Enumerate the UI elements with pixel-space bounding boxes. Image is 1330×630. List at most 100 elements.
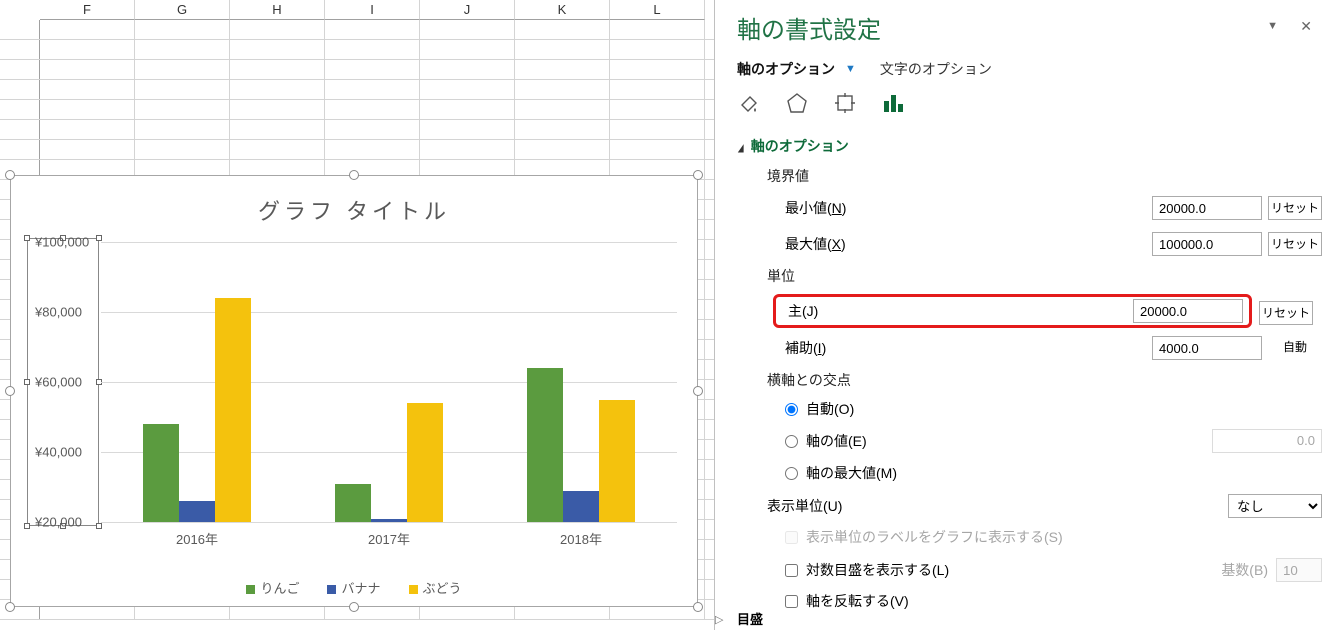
bar-group[interactable] xyxy=(293,242,485,522)
radio-auto[interactable] xyxy=(785,403,798,416)
resize-handle[interactable] xyxy=(693,170,703,180)
legend-item[interactable]: ぶどう xyxy=(409,578,462,597)
display-unit-sub-label: 表示単位のラベルをグラフに表示する(S) xyxy=(806,527,1063,547)
column-header[interactable]: J xyxy=(420,0,515,20)
display-unit-row: 表示単位(U) なし xyxy=(767,494,1322,518)
x-axis-label: 2016年 xyxy=(101,529,293,548)
axis-options-icon[interactable] xyxy=(881,91,905,118)
section-tick-marks[interactable]: 目盛 xyxy=(737,609,763,628)
format-axis-pane: 軸の書式設定 ▼ ✕ 軸のオプション ▼ 文字のオプション 軸のオプション 境界… xyxy=(715,0,1330,630)
display-unit-select[interactable]: なし xyxy=(1228,494,1322,518)
chevron-down-icon[interactable]: ▼ xyxy=(845,63,856,75)
min-label: 最小値(N) xyxy=(785,198,846,218)
max-row: 最大値(X) リセット xyxy=(785,230,1322,258)
size-properties-icon[interactable] xyxy=(833,91,857,118)
column-header[interactable]: F xyxy=(40,0,135,20)
column-header[interactable]: G xyxy=(135,0,230,20)
radio-axis-max[interactable] xyxy=(785,467,798,480)
bar[interactable] xyxy=(563,491,599,523)
format-category-icons xyxy=(737,91,1322,118)
y-axis-label: ¥100,000 xyxy=(35,235,89,250)
major-unit-row: 主(J) リセット xyxy=(773,294,1252,328)
reverse-axis-row: 軸を反転する(V) xyxy=(785,590,1322,612)
column-header[interactable]: K xyxy=(515,0,610,20)
major-unit-input[interactable] xyxy=(1133,299,1243,323)
reset-button[interactable]: リセット xyxy=(1268,196,1322,220)
bar-group[interactable] xyxy=(485,242,677,522)
legend-item[interactable]: りんご xyxy=(246,578,299,597)
spreadsheet-area: FGHIJKL グラフ タイトル ¥100,000¥80,000¥60,000¥… xyxy=(0,0,715,630)
section-axis-options[interactable]: 軸のオプション xyxy=(737,136,1322,156)
resize-handle[interactable] xyxy=(693,386,703,396)
reset-button[interactable]: リセット xyxy=(1268,232,1322,256)
display-unit-label: 表示単位(U) xyxy=(767,496,842,516)
log-scale-row: 対数目盛を表示する(L) 基数(B) xyxy=(767,558,1322,582)
log-scale-label: 対数目盛を表示する(L) xyxy=(806,560,949,580)
chart-plot-area[interactable]: ¥100,000¥80,000¥60,000¥40,000¥20,000 201… xyxy=(31,242,677,542)
y-axis-label: ¥60,000 xyxy=(35,375,82,390)
bar[interactable] xyxy=(143,424,179,522)
legend-item[interactable]: バナナ xyxy=(327,578,380,597)
tab-axis-options[interactable]: 軸のオプション xyxy=(737,59,835,79)
minor-unit-input[interactable] xyxy=(1152,336,1262,360)
column-headers: FGHIJKL xyxy=(40,0,714,20)
pane-title: 軸の書式設定 xyxy=(737,0,1322,55)
chart-title[interactable]: グラフ タイトル xyxy=(11,176,697,232)
resize-handle[interactable] xyxy=(349,602,359,612)
bar[interactable] xyxy=(599,400,635,523)
bar[interactable] xyxy=(371,519,407,523)
display-unit-label-check xyxy=(785,531,798,544)
column-header[interactable]: I xyxy=(325,0,420,20)
x-axis-label: 2018年 xyxy=(485,529,677,548)
minor-label: 補助(I) xyxy=(785,338,826,358)
group-unit-label: 単位 xyxy=(767,266,1322,286)
base-input xyxy=(1276,558,1322,582)
bar[interactable] xyxy=(179,501,215,522)
resize-handle[interactable] xyxy=(693,602,703,612)
max-label: 最大値(X) xyxy=(785,234,846,254)
cross-header: 横軸との交点 xyxy=(767,370,1322,390)
min-row: 最小値(N) リセット xyxy=(785,194,1322,222)
reset-button[interactable]: リセット xyxy=(1259,301,1313,325)
resize-handle[interactable] xyxy=(5,602,15,612)
min-input[interactable] xyxy=(1152,196,1262,220)
base-label: 基数(B) xyxy=(1221,560,1268,580)
reverse-axis-check[interactable] xyxy=(785,595,798,608)
log-scale-check[interactable] xyxy=(785,564,798,577)
resize-handle[interactable] xyxy=(5,170,15,180)
pane-options-icon[interactable]: ▼ xyxy=(1267,20,1278,32)
column-header[interactable]: L xyxy=(610,0,705,20)
bar[interactable] xyxy=(215,298,251,522)
tab-text-options[interactable]: 文字のオプション xyxy=(880,59,992,79)
radio-auto-row: 自動(O) xyxy=(785,398,1322,420)
bar-group[interactable] xyxy=(101,242,293,522)
auto-label: 自動 xyxy=(1268,336,1322,360)
axis-value-input[interactable]: 0.0 xyxy=(1212,429,1322,453)
column-header[interactable]: H xyxy=(230,0,325,20)
fill-icon[interactable] xyxy=(737,91,761,118)
expand-icon[interactable]: ▷ xyxy=(715,613,723,626)
resize-handle[interactable] xyxy=(349,170,359,180)
bar[interactable] xyxy=(335,484,371,523)
resize-handle[interactable] xyxy=(5,386,15,396)
close-icon[interactable]: ✕ xyxy=(1300,18,1312,35)
radio-value-row: 軸の値(E) 0.0 xyxy=(785,430,1322,452)
bar[interactable] xyxy=(527,368,563,522)
y-axis-label: ¥20,000 xyxy=(35,515,82,530)
radio-value-label: 軸の値(E) xyxy=(806,431,867,451)
major-label: 主(J) xyxy=(788,301,818,321)
y-axis-label: ¥40,000 xyxy=(35,445,82,460)
chart-object[interactable]: グラフ タイトル ¥100,000¥80,000¥60,000¥40,000¥2… xyxy=(10,175,698,607)
radio-auto-label: 自動(O) xyxy=(806,399,854,419)
group-bounds-label: 境界値 xyxy=(767,166,1322,186)
option-tabs: 軸のオプション ▼ 文字のオプション xyxy=(737,59,1322,79)
reverse-axis-label: 軸を反転する(V) xyxy=(806,591,909,611)
chart-legend[interactable]: りんご バナナ ぶどう xyxy=(11,578,697,597)
display-unit-label-row: 表示単位のラベルをグラフに表示する(S) xyxy=(785,526,1322,548)
radio-max-row: 軸の最大値(M) xyxy=(785,462,1322,484)
radio-axis-value[interactable] xyxy=(785,435,798,448)
max-input[interactable] xyxy=(1152,232,1262,256)
bar[interactable] xyxy=(407,403,443,522)
radio-max-label: 軸の最大値(M) xyxy=(806,463,897,483)
effects-icon[interactable] xyxy=(785,91,809,118)
